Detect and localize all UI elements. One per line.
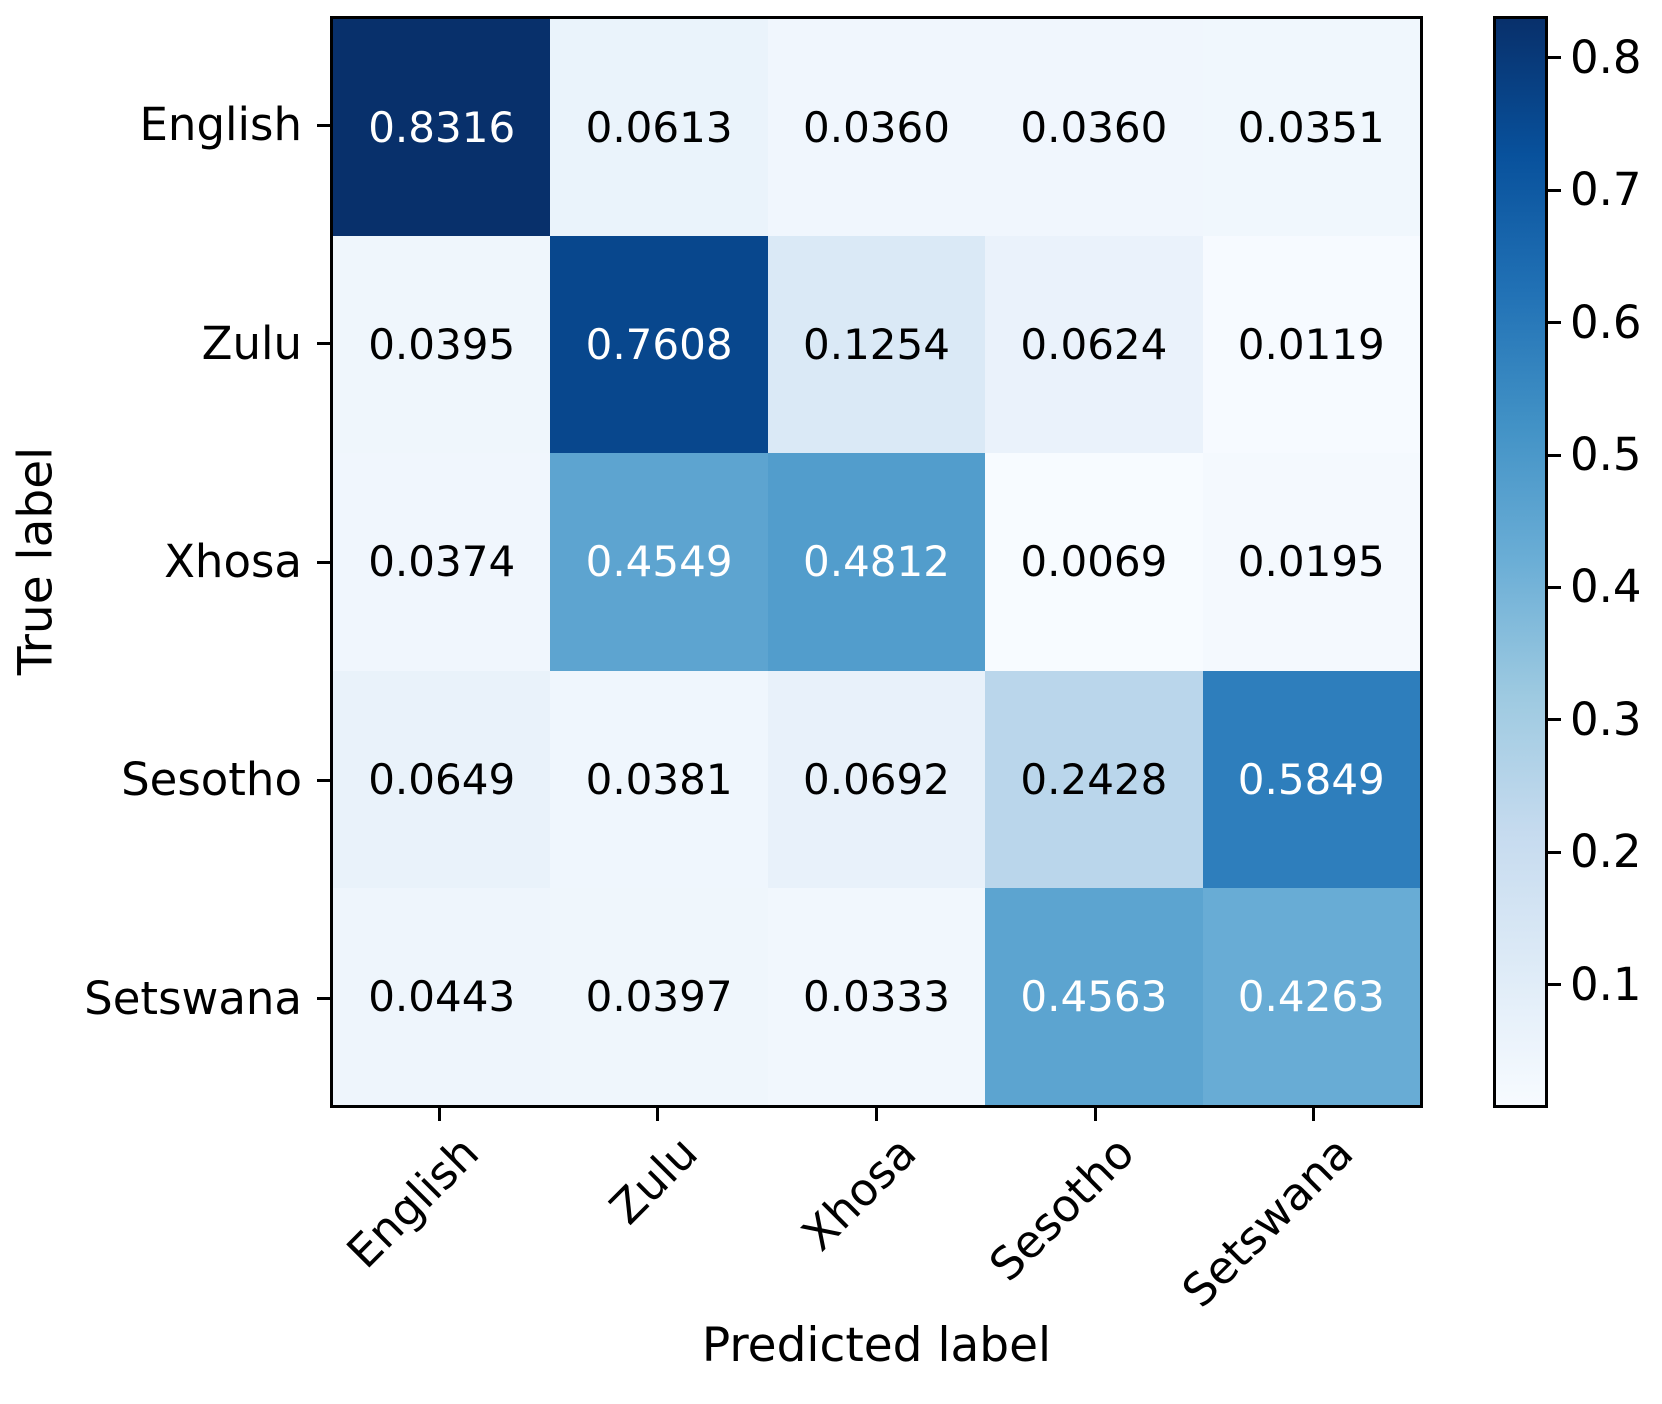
heatmap-cell: 0.7608	[550, 236, 768, 454]
y-tick-mark	[317, 342, 330, 346]
colorbar-tick-mark	[1548, 56, 1561, 60]
x-tick-label: Zulu	[598, 1126, 708, 1235]
x-tick-mark	[875, 1108, 878, 1121]
heatmap-cell: 0.0381	[550, 670, 768, 888]
y-tick-label: Xhosa	[164, 535, 302, 588]
y-tick-label: English	[139, 98, 303, 152]
heatmap-cell: 0.1254	[767, 236, 986, 454]
x-tick-mark	[1093, 1108, 1097, 1121]
heatmap-cell: 0.0443	[333, 887, 551, 1105]
x-tick-mark	[437, 1108, 441, 1121]
colorbar-tick-label: 0.5	[1570, 428, 1642, 482]
x-tick-label: Xhosa	[790, 1126, 926, 1261]
x-tick-label: Setswana	[1171, 1126, 1364, 1318]
y-tick-label: Zulu	[201, 316, 302, 370]
colorbar-tick-mark	[1548, 188, 1561, 192]
colorbar-tick-label: 0.3	[1570, 692, 1642, 746]
colorbar-tick-label: 0.7	[1570, 163, 1642, 217]
x-tick-label: English	[336, 1126, 489, 1279]
colorbar-gradient	[1496, 19, 1545, 1105]
y-tick-mark	[317, 560, 330, 564]
colorbar-tick-mark	[1548, 321, 1561, 325]
heatmap-cell: 0.0397	[550, 887, 768, 1105]
heatmap-cell: 0.5849	[1202, 670, 1420, 888]
heatmap-cell: 0.0613	[550, 19, 768, 237]
colorbar-tick-mark	[1548, 453, 1561, 457]
colorbar-tick-label: 0.2	[1570, 825, 1642, 879]
colorbar-tick-label: 0.1	[1570, 957, 1642, 1011]
heatmap-cell: 0.0333	[767, 887, 986, 1105]
heatmap-cell: 0.0069	[985, 453, 1203, 671]
heatmap-cell: 0.0119	[1202, 236, 1420, 454]
heatmap-cell: 0.0195	[1202, 453, 1420, 671]
colorbar-tick-label: 0.6	[1570, 295, 1642, 349]
heatmap-cell: 0.2428	[985, 670, 1203, 888]
x-tick-label: Sesotho	[979, 1126, 1145, 1292]
heatmap-cell: 0.0360	[985, 19, 1203, 237]
heatmap-cell: 0.0374	[333, 453, 551, 671]
y-tick-label: Sesotho	[121, 753, 302, 807]
x-tick-mark	[1312, 1108, 1316, 1121]
heatmap-grid: 0.8316 0.0613 0.0360 0.0360 0.0351 0.0395 0.76…	[330, 16, 1423, 1108]
heatmap-cell: 0.0395	[333, 236, 551, 454]
heatmap-cell: 0.4263	[1202, 887, 1420, 1105]
y-tick-label: Setswana	[84, 971, 302, 1025]
colorbar-tick-label: 0.4	[1570, 560, 1642, 614]
heatmap-cell: 0.0692	[767, 670, 986, 888]
heatmap-cell: 0.4549	[550, 453, 768, 671]
heatmap-cell: 0.0360	[767, 19, 986, 237]
x-tick-mark	[656, 1108, 660, 1121]
heatmap-cell: 0.4563	[985, 887, 1203, 1105]
y-tick-mark	[317, 997, 330, 1001]
heatmap-cell: 0.0351	[1202, 19, 1420, 237]
y-tick-mark	[317, 778, 330, 782]
colorbar-tick-label: 0.8	[1570, 30, 1642, 84]
x-axis-title: Predicted label	[701, 1318, 1052, 1373]
colorbar-tick-mark	[1548, 718, 1561, 722]
y-tick-mark	[317, 123, 330, 127]
heatmap-cell: 0.0649	[333, 670, 551, 888]
heatmap-cell: 0.8316	[333, 19, 551, 237]
colorbar-tick-mark	[1548, 850, 1561, 854]
colorbar-tick-mark	[1548, 585, 1561, 589]
heatmap-cell: 0.0624	[985, 236, 1203, 454]
heatmap-cell: 0.4812	[767, 453, 986, 671]
colorbar-tick-mark	[1548, 983, 1561, 987]
colorbar	[1493, 16, 1548, 1108]
